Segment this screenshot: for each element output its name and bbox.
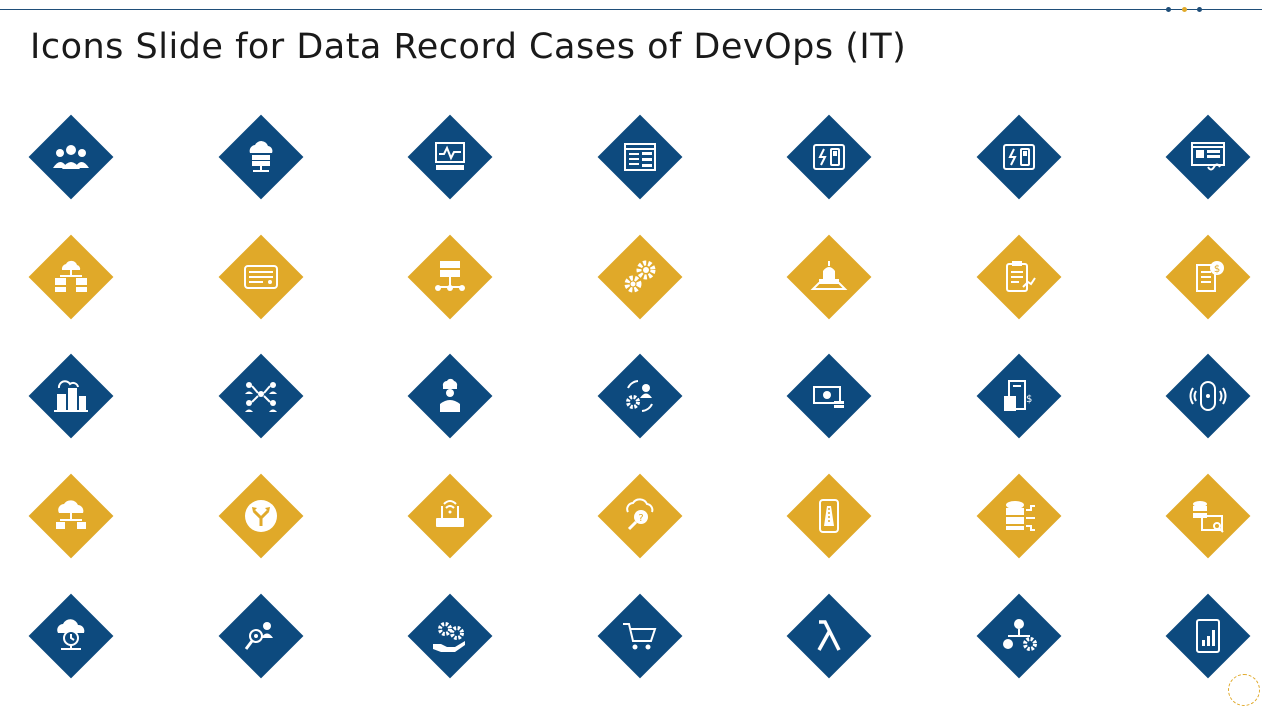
user-gear-cycle-icon [626, 380, 653, 412]
gears-icon [624, 260, 656, 293]
icon-tile [1164, 113, 1252, 201]
hand-gears-icon [433, 622, 465, 652]
cloud-gear-network-icon [56, 500, 86, 529]
icon-tile: $ [975, 352, 1063, 440]
building-platform-icon [810, 261, 848, 290]
cloud-clock-icon [57, 619, 85, 650]
svg-text:$: $ [1026, 394, 1032, 405]
icon-tile: $ [1164, 233, 1252, 321]
icon-tile [785, 233, 873, 321]
financial-report-calculator-icon: $ [1004, 380, 1032, 411]
cash-hand-icon [813, 386, 844, 408]
icon-tile [217, 233, 305, 321]
icon-tile [27, 592, 115, 680]
clipboard-growth-icon [1006, 261, 1036, 292]
icon-tile [975, 592, 1063, 680]
icon-tile [596, 233, 684, 321]
control-panel-sliders-icon [624, 143, 656, 171]
icon-tile: ? [596, 472, 684, 560]
icon-tile [975, 233, 1063, 321]
icon-tile [975, 113, 1063, 201]
web-window-design-icon [1191, 142, 1225, 171]
icon-tile [27, 113, 115, 201]
tablet-chart-icon [1196, 619, 1220, 653]
dollar-gear-hierarchy-icon [1003, 619, 1037, 651]
icon-tile [217, 592, 305, 680]
icon-tile [785, 592, 873, 680]
icon-tile [596, 113, 684, 201]
svg-text:$: $ [1214, 264, 1220, 275]
icon-tile [596, 352, 684, 440]
slide-badge-circle [1228, 674, 1260, 706]
icon-tile [785, 113, 873, 201]
slide-title: Icons Slide for Data Record Cases of Dev… [30, 27, 907, 67]
database-search-icon [1193, 501, 1224, 533]
monitor-pulse-icon [435, 142, 465, 170]
server-rack-icon [244, 265, 278, 289]
icon-tile [406, 352, 494, 440]
cloud-network-hierarchy-icon [55, 260, 87, 292]
icon-tile [27, 233, 115, 321]
chef-person-icon [440, 378, 460, 412]
icon-tile [27, 472, 115, 560]
database-connections-icon [1006, 501, 1035, 531]
icon-tile [406, 472, 494, 560]
icon-tile [217, 113, 305, 201]
cloud-question-search-icon: ? [626, 498, 654, 531]
lambda-icon [817, 620, 841, 651]
people-network-icon [245, 382, 277, 412]
smart-city-icon [54, 380, 88, 412]
icon-tile [596, 592, 684, 680]
smart-speaker-icon [1189, 381, 1227, 411]
team-group-icon [53, 145, 89, 169]
electric-switch-icon [1003, 144, 1035, 170]
top-dot-blue-left [1166, 7, 1171, 12]
icon-tile [406, 592, 494, 680]
top-dot-blue-right [1197, 7, 1202, 12]
server-network-icon [435, 261, 465, 291]
icon-tile [406, 113, 494, 201]
icon-tile [217, 352, 305, 440]
icon-tile [975, 472, 1063, 560]
icon-tile [1164, 352, 1252, 440]
icon-tile [1164, 592, 1252, 680]
top-dot-gold [1182, 7, 1187, 12]
fork-arrows-icon [245, 500, 277, 532]
mobile-road-icon [819, 499, 839, 533]
invoice-dollar-icon: $ [1196, 261, 1224, 292]
user-search-icon [244, 622, 273, 650]
icon-tile [406, 233, 494, 321]
cloud-server-icon [249, 141, 273, 172]
top-rule-line [0, 9, 1262, 10]
icon-tile [27, 352, 115, 440]
icon-tile [785, 352, 873, 440]
icon-tile [785, 472, 873, 560]
power-switch-panel-icon [813, 144, 845, 170]
icon-tile [1164, 472, 1252, 560]
svg-text:?: ? [638, 513, 643, 524]
wifi-router-icon [436, 500, 464, 527]
icon-tile [217, 472, 305, 560]
shopping-cart-icon [623, 623, 657, 650]
